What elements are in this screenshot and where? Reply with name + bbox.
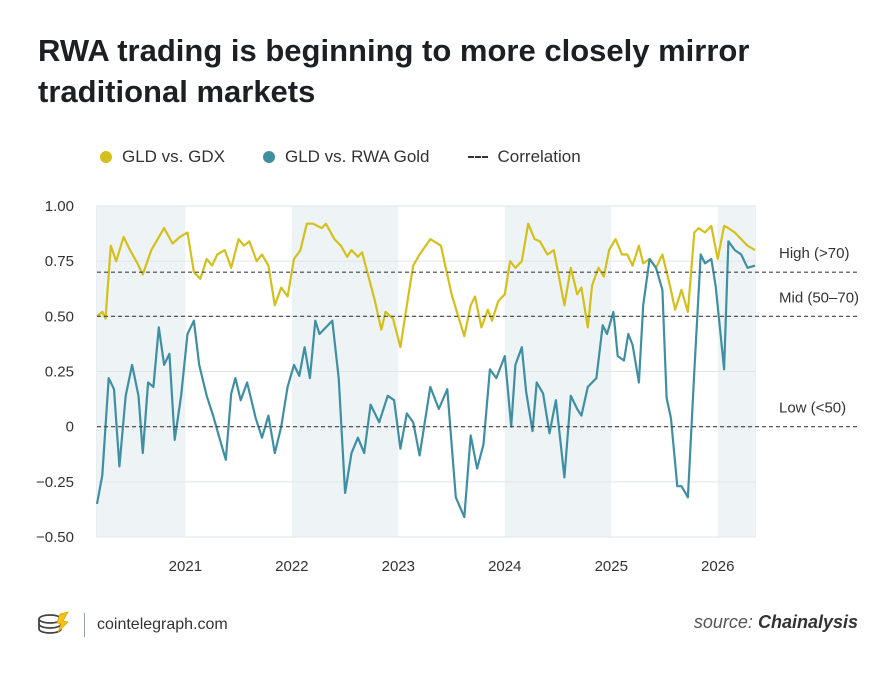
legend-item-rwa: GLD vs. RWA Gold [262,147,430,167]
legend-dot-gdx [100,151,112,163]
source-credit: source: Chainalysis [694,612,858,633]
x-tick-label: 2024 [488,558,521,575]
legend-item-gdx: GLD vs. GDX [100,147,225,167]
legend-label-gdx: GLD vs. GDX [122,147,225,166]
footer-brand: cointelegraph.com [36,610,228,640]
legend-dash-sample [467,156,488,158]
legend-dot-rwa [262,151,275,163]
reference-label: High (>70) [779,245,849,262]
legend: GLD vs. GDX GLD vs. RWA Gold Correlation [100,145,619,169]
x-tick-label: 2021 [169,558,202,575]
cointelegraph-logo-icon [38,611,69,634]
legend-label-correlation: Correlation [497,147,581,166]
legend-label-rwa: GLD vs. RWA Gold [284,147,430,166]
reference-label: Low (<50) [779,400,846,417]
series-line-rwa-gold [95,240,756,519]
x-tick-label: 2023 [382,558,415,575]
legend-item-correlation: Correlation [467,147,581,167]
x-tick-label: 2022 [275,558,308,575]
y-tick-label: 1.00 [45,198,74,215]
footer-site[interactable]: cointelegraph.com [97,616,228,633]
chart-title: RWA trading is beginning to more closely… [38,33,750,109]
footer-divider [84,613,85,637]
x-tick-label: 2025 [595,558,628,575]
source-prefix: source: [693,612,753,632]
source-name: Chainalysis [757,612,858,632]
y-tick-label: 0.25 [45,364,74,381]
x-tick-label: 2026 [701,558,734,575]
reference-label: Mid (50–70) [779,289,859,306]
y-tick-label: 0 [66,419,74,436]
y-tick-label: 0.50 [45,308,74,325]
series-line-gdx [96,222,756,349]
y-tick-label: −0.50 [36,529,74,546]
y-tick-label: 0.75 [45,253,74,270]
y-tick-label: −0.25 [36,474,74,491]
